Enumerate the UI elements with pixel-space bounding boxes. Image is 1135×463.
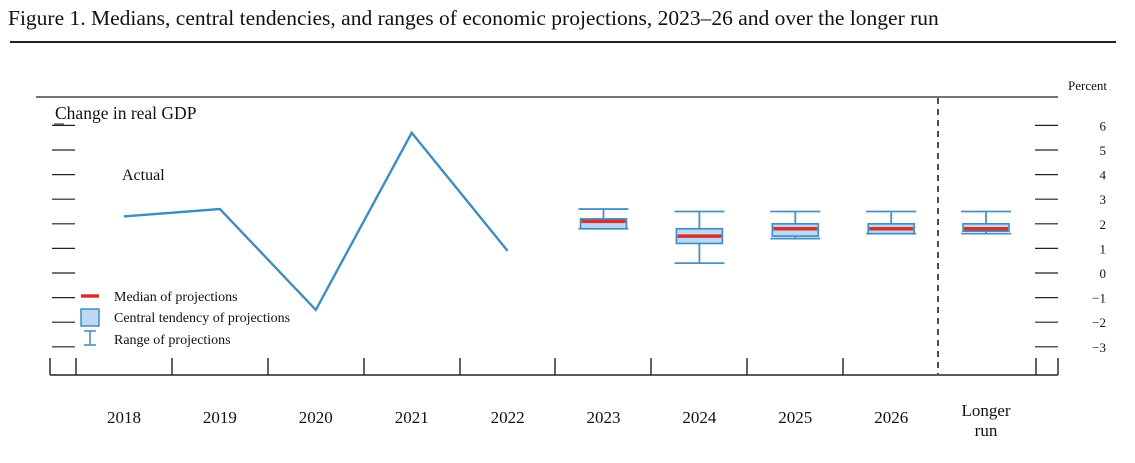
x-tick-label: 2021 <box>395 408 429 427</box>
projection-longer-run <box>961 210 1011 235</box>
figure-title: Figure 1. Medians, central tendencies, a… <box>8 6 939 30</box>
y-tick-label: 3 <box>1100 192 1107 207</box>
x-tick-label: 2022 <box>491 408 525 427</box>
actual-series-line <box>123 130 509 312</box>
legend-median-label: Median of projections <box>114 290 238 305</box>
x-tick-label: Longer run <box>961 401 1010 440</box>
x-tick-label: 2025 <box>778 408 812 427</box>
projection-2024 <box>674 210 725 265</box>
right-y-ticks <box>1035 124 1058 348</box>
projection-2026 <box>866 210 917 235</box>
x-tick-label: 2018 <box>107 408 141 427</box>
y-tick-label: −1 <box>1092 291 1106 306</box>
legend-central-swatch <box>80 308 100 327</box>
legend-central-label: Central tendency of projections <box>114 311 290 326</box>
y-tick-label: 1 <box>1100 241 1107 256</box>
title-rule <box>10 41 1116 43</box>
central-tendency-box <box>579 218 628 230</box>
x-tick-label: 2023 <box>587 408 621 427</box>
y-tick-label: −2 <box>1092 315 1106 330</box>
x-tick-label: 2026 <box>874 408 908 427</box>
y-tick-label: 4 <box>1100 168 1107 183</box>
x-axis-labels: 2018 2019 2020 2021 2022 2023 2024 2025 2026 Long… <box>107 401 1011 440</box>
x-tick-label: 2024 <box>682 408 717 427</box>
right-y-tick-labels: −3 −2 −1 0 1 2 3 4 5 6 <box>1092 118 1106 354</box>
y-axis-unit-label: Percent <box>1068 78 1107 93</box>
x-tick-label: 2020 <box>299 408 333 427</box>
projection-boxes <box>578 208 1011 265</box>
y-tick-label: −3 <box>1092 340 1106 355</box>
y-tick-label: 2 <box>1100 217 1107 232</box>
projection-2025 <box>770 210 821 240</box>
y-tick-label: 5 <box>1100 143 1107 158</box>
x-axis-ticks <box>49 358 1059 375</box>
actual-series-label: Actual <box>122 167 165 184</box>
y-tick-label: 0 <box>1100 266 1107 281</box>
legend-range-swatch <box>84 330 96 346</box>
y-tick-label: 6 <box>1100 118 1107 133</box>
legend-range-label: Range of projections <box>114 333 231 348</box>
x-tick-label: 2019 <box>203 408 237 427</box>
legend: Median of projections Central tendency o… <box>80 290 290 348</box>
left-y-ticks <box>52 124 75 348</box>
projection-2023 <box>578 208 629 230</box>
panel-title: Change in real GDP <box>55 103 197 123</box>
